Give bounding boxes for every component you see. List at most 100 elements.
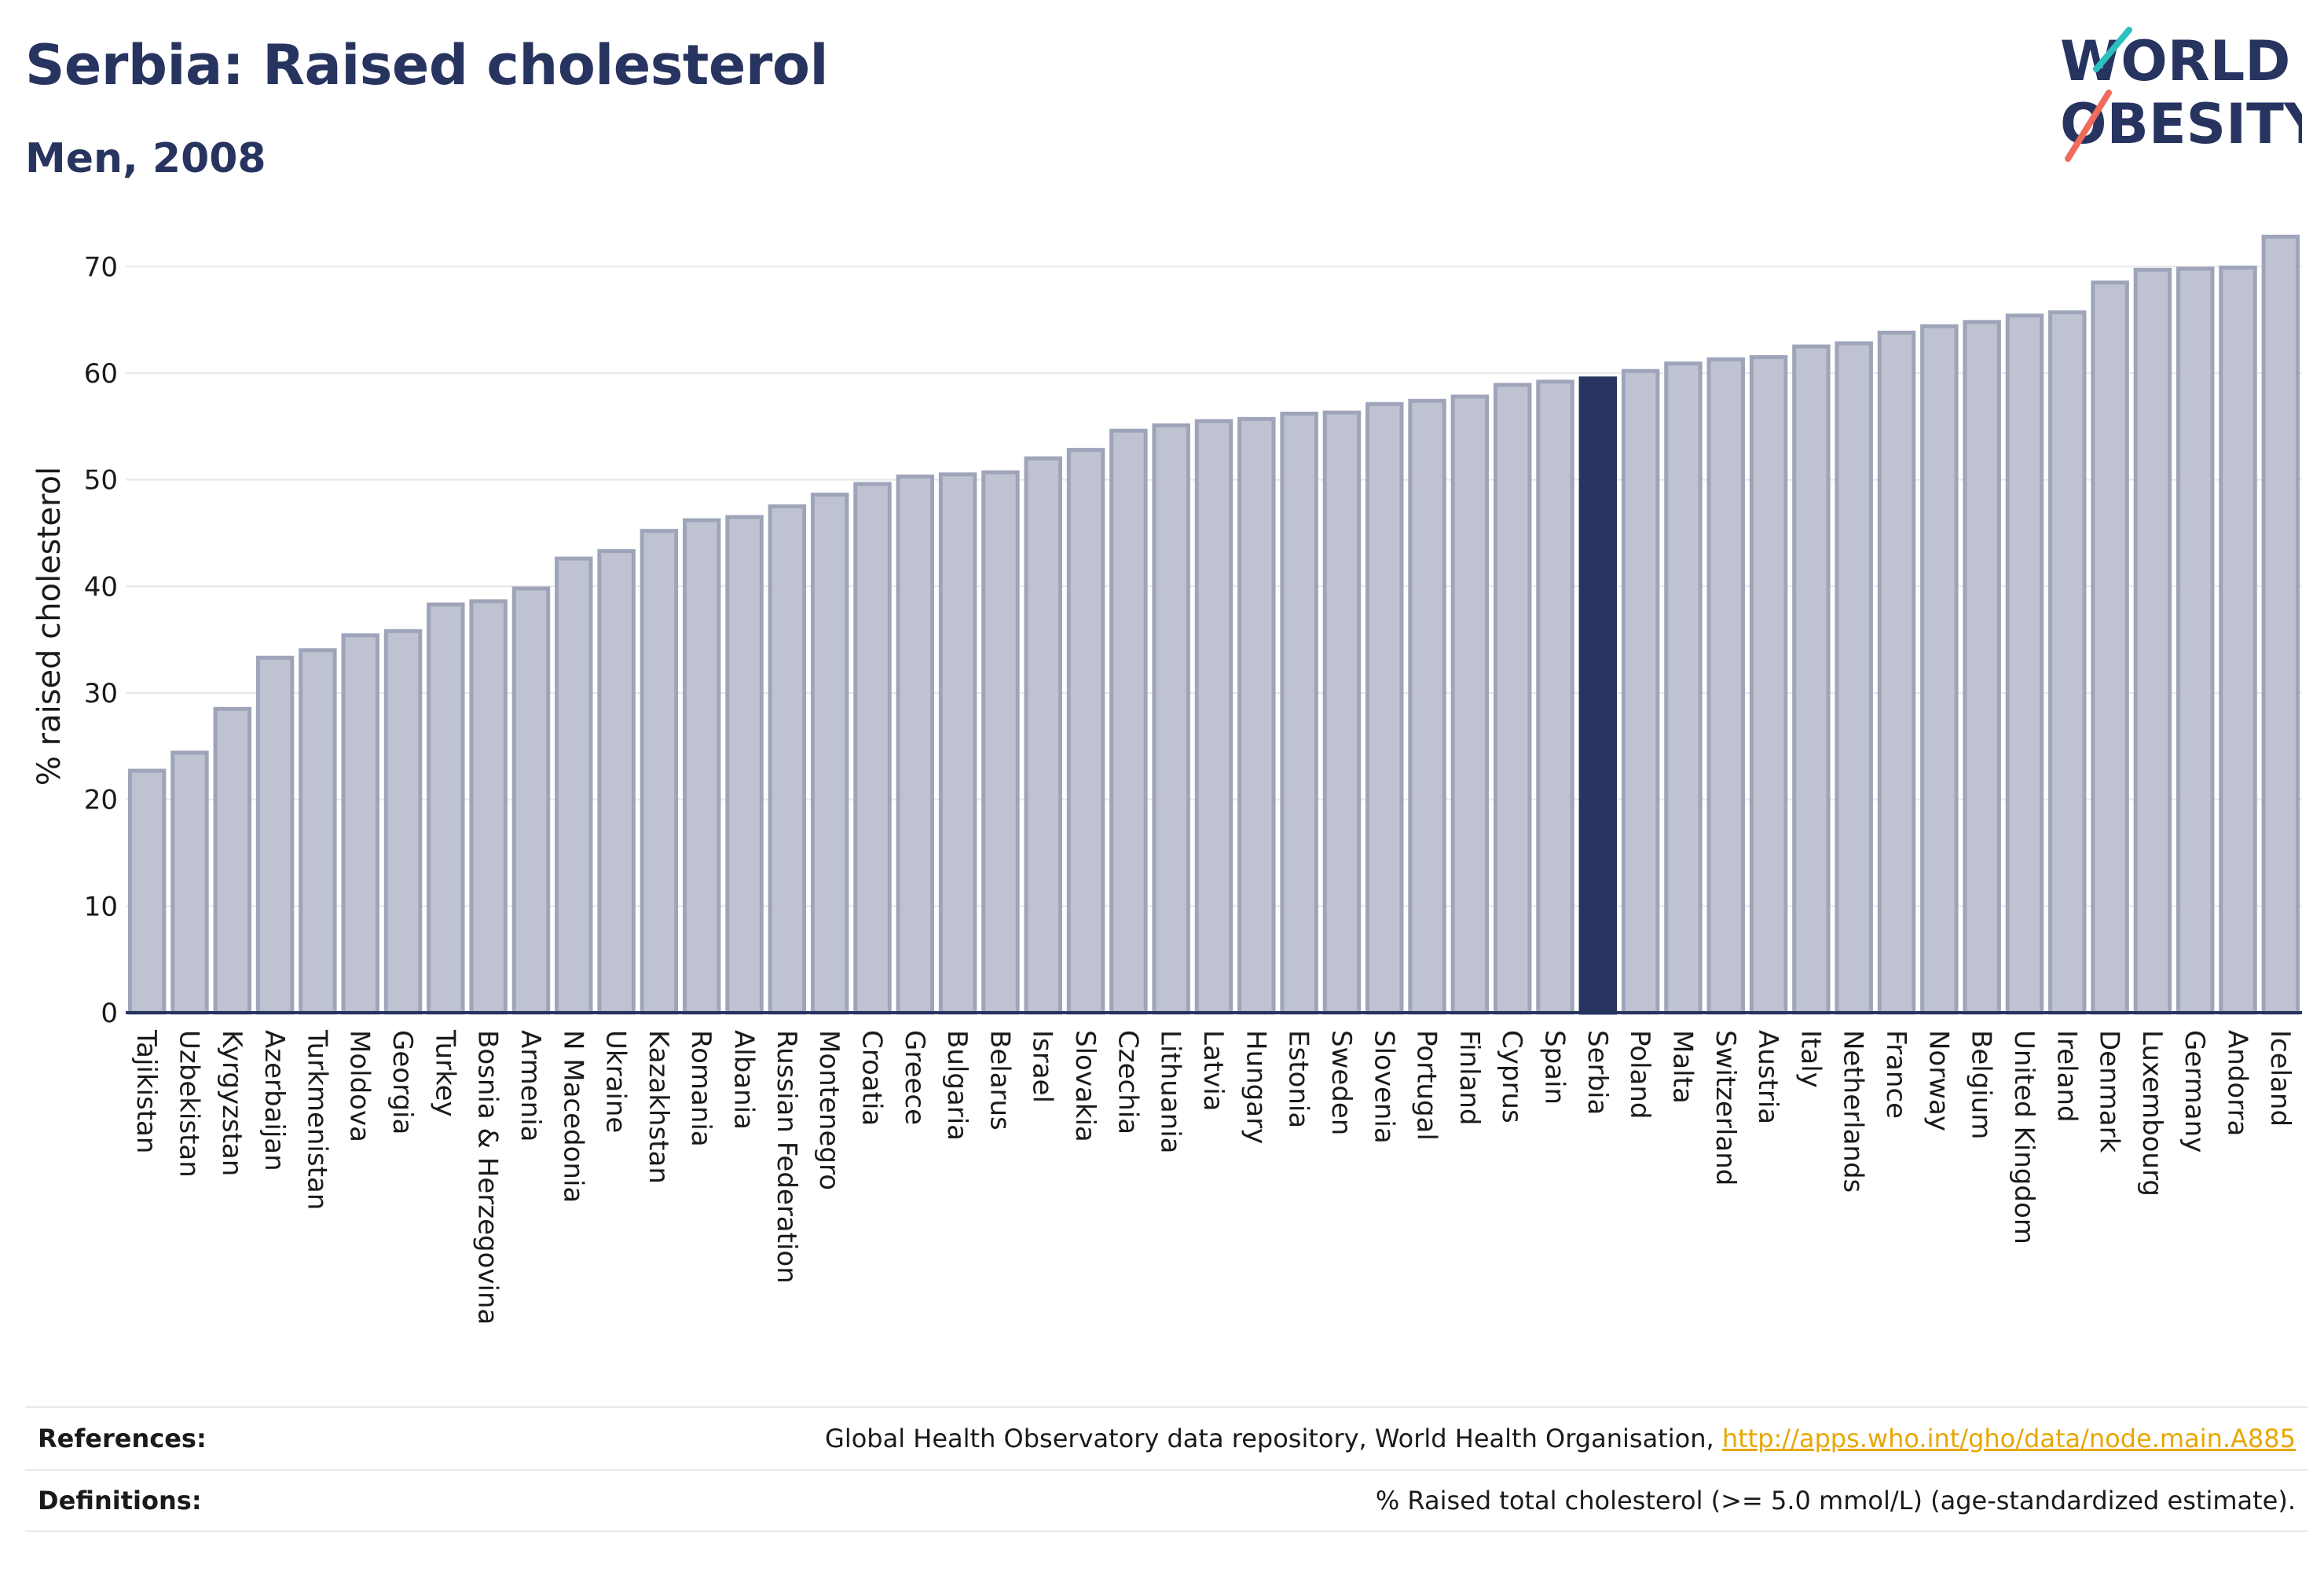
- x-tick-label: Slovakia: [1069, 1030, 1101, 1142]
- bar-azerbaijan: [255, 655, 295, 1015]
- bar-turkey: [427, 602, 465, 1015]
- x-tick-label: Albania: [728, 1030, 760, 1130]
- bar-slovakia: [1066, 448, 1105, 1015]
- definitions-row: Definitions: % Raised total cholesterol …: [25, 1469, 2308, 1532]
- x-tick-label: Sweden: [1325, 1030, 1357, 1135]
- bar-france: [1877, 330, 1916, 1015]
- bar-luxembourg: [2133, 267, 2172, 1015]
- bar-albania: [725, 515, 764, 1015]
- logo-line1: WORLD: [2060, 29, 2290, 93]
- bar-finland: [1450, 394, 1490, 1015]
- x-tick-label: Azerbaijan: [258, 1030, 290, 1171]
- x-tick-label: Luxembourg: [2136, 1030, 2168, 1197]
- x-tick-label: Iceland: [2264, 1030, 2296, 1127]
- bar-n-macedonia: [555, 556, 593, 1015]
- y-tick-label: 30: [84, 678, 118, 709]
- bar-uzbekistan: [170, 750, 209, 1015]
- bar-kyrgyzstan: [213, 706, 252, 1015]
- y-tick-label: 50: [84, 465, 118, 497]
- x-tick-label: Armenia: [515, 1030, 546, 1142]
- bar-ukraine: [597, 549, 636, 1015]
- references-label: References:: [38, 1424, 207, 1453]
- x-tick-label: Croatia: [856, 1030, 887, 1126]
- x-tick-label: N Macedonia: [557, 1030, 588, 1203]
- bar-chart: 0 10 20 30 40 50 60 70 % raised cholesterol Taji…: [31, 234, 2302, 1325]
- bar-ireland: [2048, 310, 2087, 1015]
- bar-tajikistan: [127, 768, 167, 1015]
- bar-italy: [1792, 344, 1831, 1015]
- x-tick-label: Montenegro: [813, 1030, 845, 1190]
- bar-montenegro: [810, 493, 849, 1015]
- bar-latvia: [1194, 419, 1233, 1015]
- x-tick-label: Spain: [1539, 1030, 1571, 1105]
- x-tick-label: Switzerland: [1710, 1030, 1741, 1186]
- footer: References: Global Health Observatory da…: [25, 1406, 2308, 1532]
- bar-cyprus: [1493, 383, 1532, 1015]
- y-axis-label: % raised cholesterol: [31, 467, 68, 786]
- x-tick-label: Cyprus: [1496, 1030, 1527, 1123]
- definitions-label: Definitions:: [38, 1486, 202, 1516]
- bar-moldova: [341, 633, 379, 1015]
- bar-austria: [1749, 355, 1788, 1015]
- references-row: References: Global Health Observatory da…: [25, 1406, 2308, 1469]
- bar-estonia: [1280, 412, 1318, 1015]
- bars: [127, 234, 2300, 1015]
- bar-greece: [896, 475, 935, 1015]
- bar-denmark: [2091, 280, 2129, 1015]
- x-tick-label: Lithuania: [1155, 1030, 1186, 1153]
- bar-germany: [2176, 266, 2215, 1015]
- bar-bulgaria: [938, 472, 977, 1015]
- x-tick-label: Czechia: [1112, 1030, 1143, 1134]
- references-link[interactable]: http://apps.who.int/gho/data/node.main.A…: [1721, 1424, 2296, 1453]
- x-tick-label: Kyrgyzstan: [216, 1030, 247, 1176]
- logo-slash-teal: [2093, 27, 2132, 72]
- x-tick-label: Russian Federation: [771, 1030, 802, 1284]
- x-tick-label: Bulgaria: [941, 1030, 973, 1141]
- bar-turkmenistan: [299, 648, 337, 1015]
- bar-hungary: [1237, 416, 1276, 1015]
- x-tick-label: Uzbekistan: [173, 1030, 204, 1178]
- y-tick-label: 40: [84, 571, 118, 603]
- world-obesity-logo: WORLD OBESITY: [2060, 27, 2302, 162]
- bar-malta: [1664, 361, 1703, 1015]
- bar-bosnia-herzegovina: [469, 599, 508, 1015]
- y-tick-label: 70: [84, 251, 118, 283]
- x-tick-label: Latvia: [1197, 1030, 1229, 1112]
- x-tick-label: Germany: [2179, 1030, 2210, 1153]
- x-tick-label: Denmark: [2094, 1030, 2125, 1153]
- category-labels: Tajikistan Uzbekistan Kyrgyzstan Azerbaijan…: [130, 1029, 2296, 1325]
- bar-belgium: [1963, 320, 2001, 1015]
- bar-russian-federation: [768, 504, 807, 1015]
- definitions-text: % Raised total cholesterol (>= 5.0 mmol/…: [1375, 1486, 2296, 1516]
- x-tick-label: Estonia: [1283, 1030, 1314, 1128]
- logo-slash-coral: [2065, 90, 2112, 162]
- bar-lithuania: [1152, 423, 1190, 1015]
- bar-spain: [1536, 379, 1574, 1015]
- y-tick-label: 0: [101, 998, 118, 1029]
- bar-armenia: [511, 586, 551, 1015]
- x-tick-label: Turkmenistan: [301, 1029, 332, 1210]
- bar-switzerland: [1706, 357, 1745, 1015]
- bar-sweden: [1322, 410, 1362, 1015]
- bar-belarus: [981, 470, 1020, 1015]
- x-tick-label: Romania: [685, 1030, 717, 1147]
- x-tick-label: Israel: [1027, 1030, 1058, 1103]
- bar-kazakhstan: [640, 529, 679, 1015]
- bar-georgia: [383, 629, 423, 1015]
- x-tick-label: Kazakhstan: [643, 1030, 674, 1184]
- x-tick-label: Austria: [1752, 1030, 1783, 1124]
- bar-croatia: [853, 482, 892, 1015]
- bar-netherlands: [1835, 341, 1873, 1015]
- x-tick-label: Georgia: [387, 1030, 418, 1134]
- x-tick-label: Netherlands: [1838, 1030, 1869, 1193]
- x-tick-label: Serbia: [1582, 1030, 1613, 1115]
- page-subtitle: Men, 2008: [25, 135, 266, 182]
- x-tick-label: Belarus: [984, 1030, 1015, 1131]
- references-text: Global Health Observatory data repositor…: [825, 1424, 1722, 1453]
- x-tick-label: Turkey: [429, 1029, 460, 1117]
- bar-poland: [1621, 368, 1660, 1015]
- bar-czechia: [1109, 428, 1148, 1015]
- x-tick-label: Ukraine: [600, 1030, 632, 1133]
- bar-israel: [1024, 456, 1062, 1015]
- bar-norway: [1920, 324, 1959, 1015]
